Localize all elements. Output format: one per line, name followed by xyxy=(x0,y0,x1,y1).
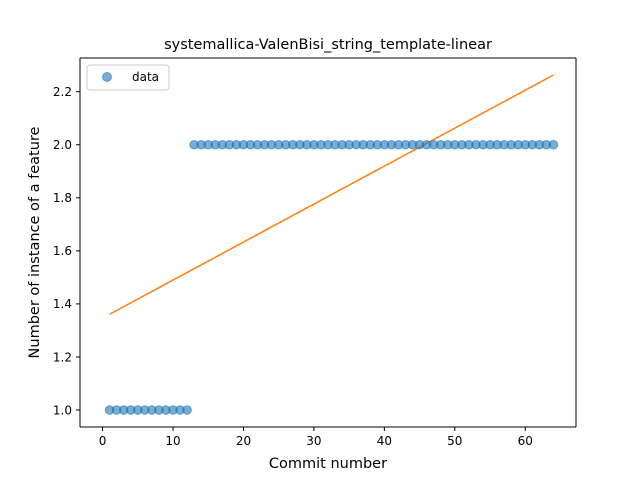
y-tick-label: 1.0 xyxy=(53,403,72,417)
legend-label-data: data xyxy=(132,70,159,84)
x-tick-label: 20 xyxy=(236,434,251,448)
y-axis-ticks: 1.0 1.2 1.4 1.6 1.8 2.0 2.2 xyxy=(53,85,80,417)
x-axis-ticks: 0 10 20 30 40 50 60 xyxy=(99,427,533,448)
legend: data xyxy=(86,64,170,91)
x-tick-label: 50 xyxy=(447,434,462,448)
axes-frame xyxy=(79,57,577,428)
data-point xyxy=(548,139,559,150)
fit-line xyxy=(109,74,554,315)
x-axis-label: Commit number xyxy=(269,456,387,472)
x-tick-label: 0 xyxy=(99,434,107,448)
legend-marker-data xyxy=(102,72,112,82)
data-point xyxy=(182,405,192,415)
x-tick-label: 10 xyxy=(165,434,180,448)
y-tick-label: 1.2 xyxy=(53,350,72,364)
y-tick-label: 1.8 xyxy=(53,191,72,205)
x-tick-label: 30 xyxy=(306,434,321,448)
plot-area xyxy=(80,58,576,427)
chart-title: systemallica-ValenBisi_string_template-l… xyxy=(164,37,492,53)
x-tick-label: 60 xyxy=(518,434,533,448)
legend-box xyxy=(86,64,170,91)
y-tick-label: 1.4 xyxy=(53,297,72,311)
data-points-layer xyxy=(104,139,559,415)
y-tick-label: 2.2 xyxy=(53,85,72,99)
x-tick-label: 40 xyxy=(377,434,392,448)
y-tick-label: 1.6 xyxy=(53,244,72,258)
y-axis-label: Number of instance of a feature xyxy=(27,126,43,358)
fit-line-layer xyxy=(109,74,554,315)
y-tick-label: 2.0 xyxy=(53,138,72,152)
